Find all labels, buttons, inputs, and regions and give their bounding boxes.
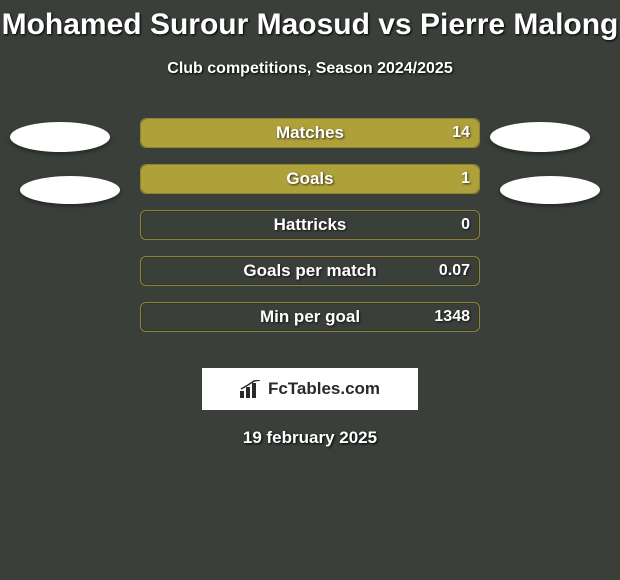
bars-icon [240,380,262,398]
logo-text: FcTables.com [268,379,380,399]
bar-value: 1 [461,164,470,194]
subtitle-text: Club competitions, Season 2024/2025 [167,60,452,77]
stat-row: Goals per match0.07 [0,256,620,302]
bar-value: 14 [452,118,470,148]
bar-label: Goals [140,164,480,194]
avatar-ellipse [490,122,590,152]
avatar-ellipse [10,122,110,152]
bar-label: Matches [140,118,480,148]
title-text: Mohamed Surour Maosud vs Pierre Malong [2,8,619,41]
bar-value: 1348 [434,302,470,332]
date-text: 19 february 2025 [0,428,620,448]
stats-bars: Matches14Goals1Hattricks0Goals per match… [0,118,620,348]
avatar-ellipse [500,176,600,204]
avatar-ellipse [20,176,120,204]
bar-value: 0.07 [439,256,470,286]
site-logo: FcTables.com [202,368,418,410]
bar-value: 0 [461,210,470,240]
bar-label: Min per goal [140,302,480,332]
stat-row: Min per goal1348 [0,302,620,348]
stat-row: Hattricks0 [0,210,620,256]
page-title: Mohamed Surour Maosud vs Pierre Malong [0,0,620,42]
subtitle: Club competitions, Season 2024/2025 [0,60,620,78]
date-value: 19 february 2025 [243,428,377,447]
bar-label: Goals per match [140,256,480,286]
bar-label: Hattricks [140,210,480,240]
